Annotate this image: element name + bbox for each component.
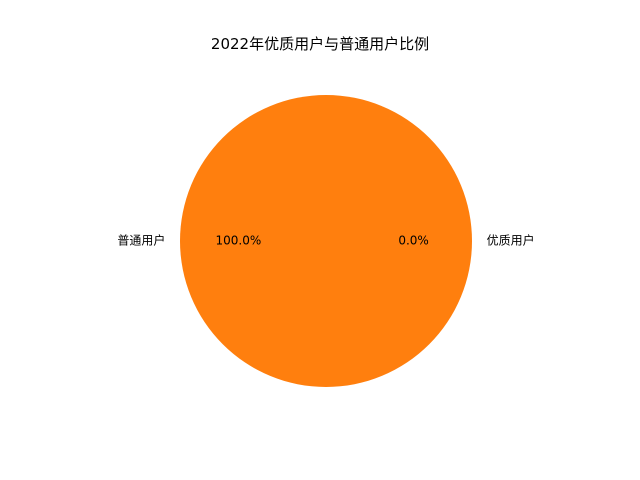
pie-label-0: 优质用户 <box>487 233 535 248</box>
pie-slices <box>180 95 472 387</box>
pie-labels: 优质用户 0.0% 普通用户 100.0% <box>117 233 534 248</box>
pie-label-1: 普通用户 <box>117 233 165 248</box>
pie-slice-1 <box>180 95 472 387</box>
chart-title: 2022年优质用户与普通用户比例 <box>211 35 429 53</box>
pie-percent-label-1: 100.0% <box>216 234 262 248</box>
pie-percent-label-0: 0.0% <box>398 234 429 248</box>
